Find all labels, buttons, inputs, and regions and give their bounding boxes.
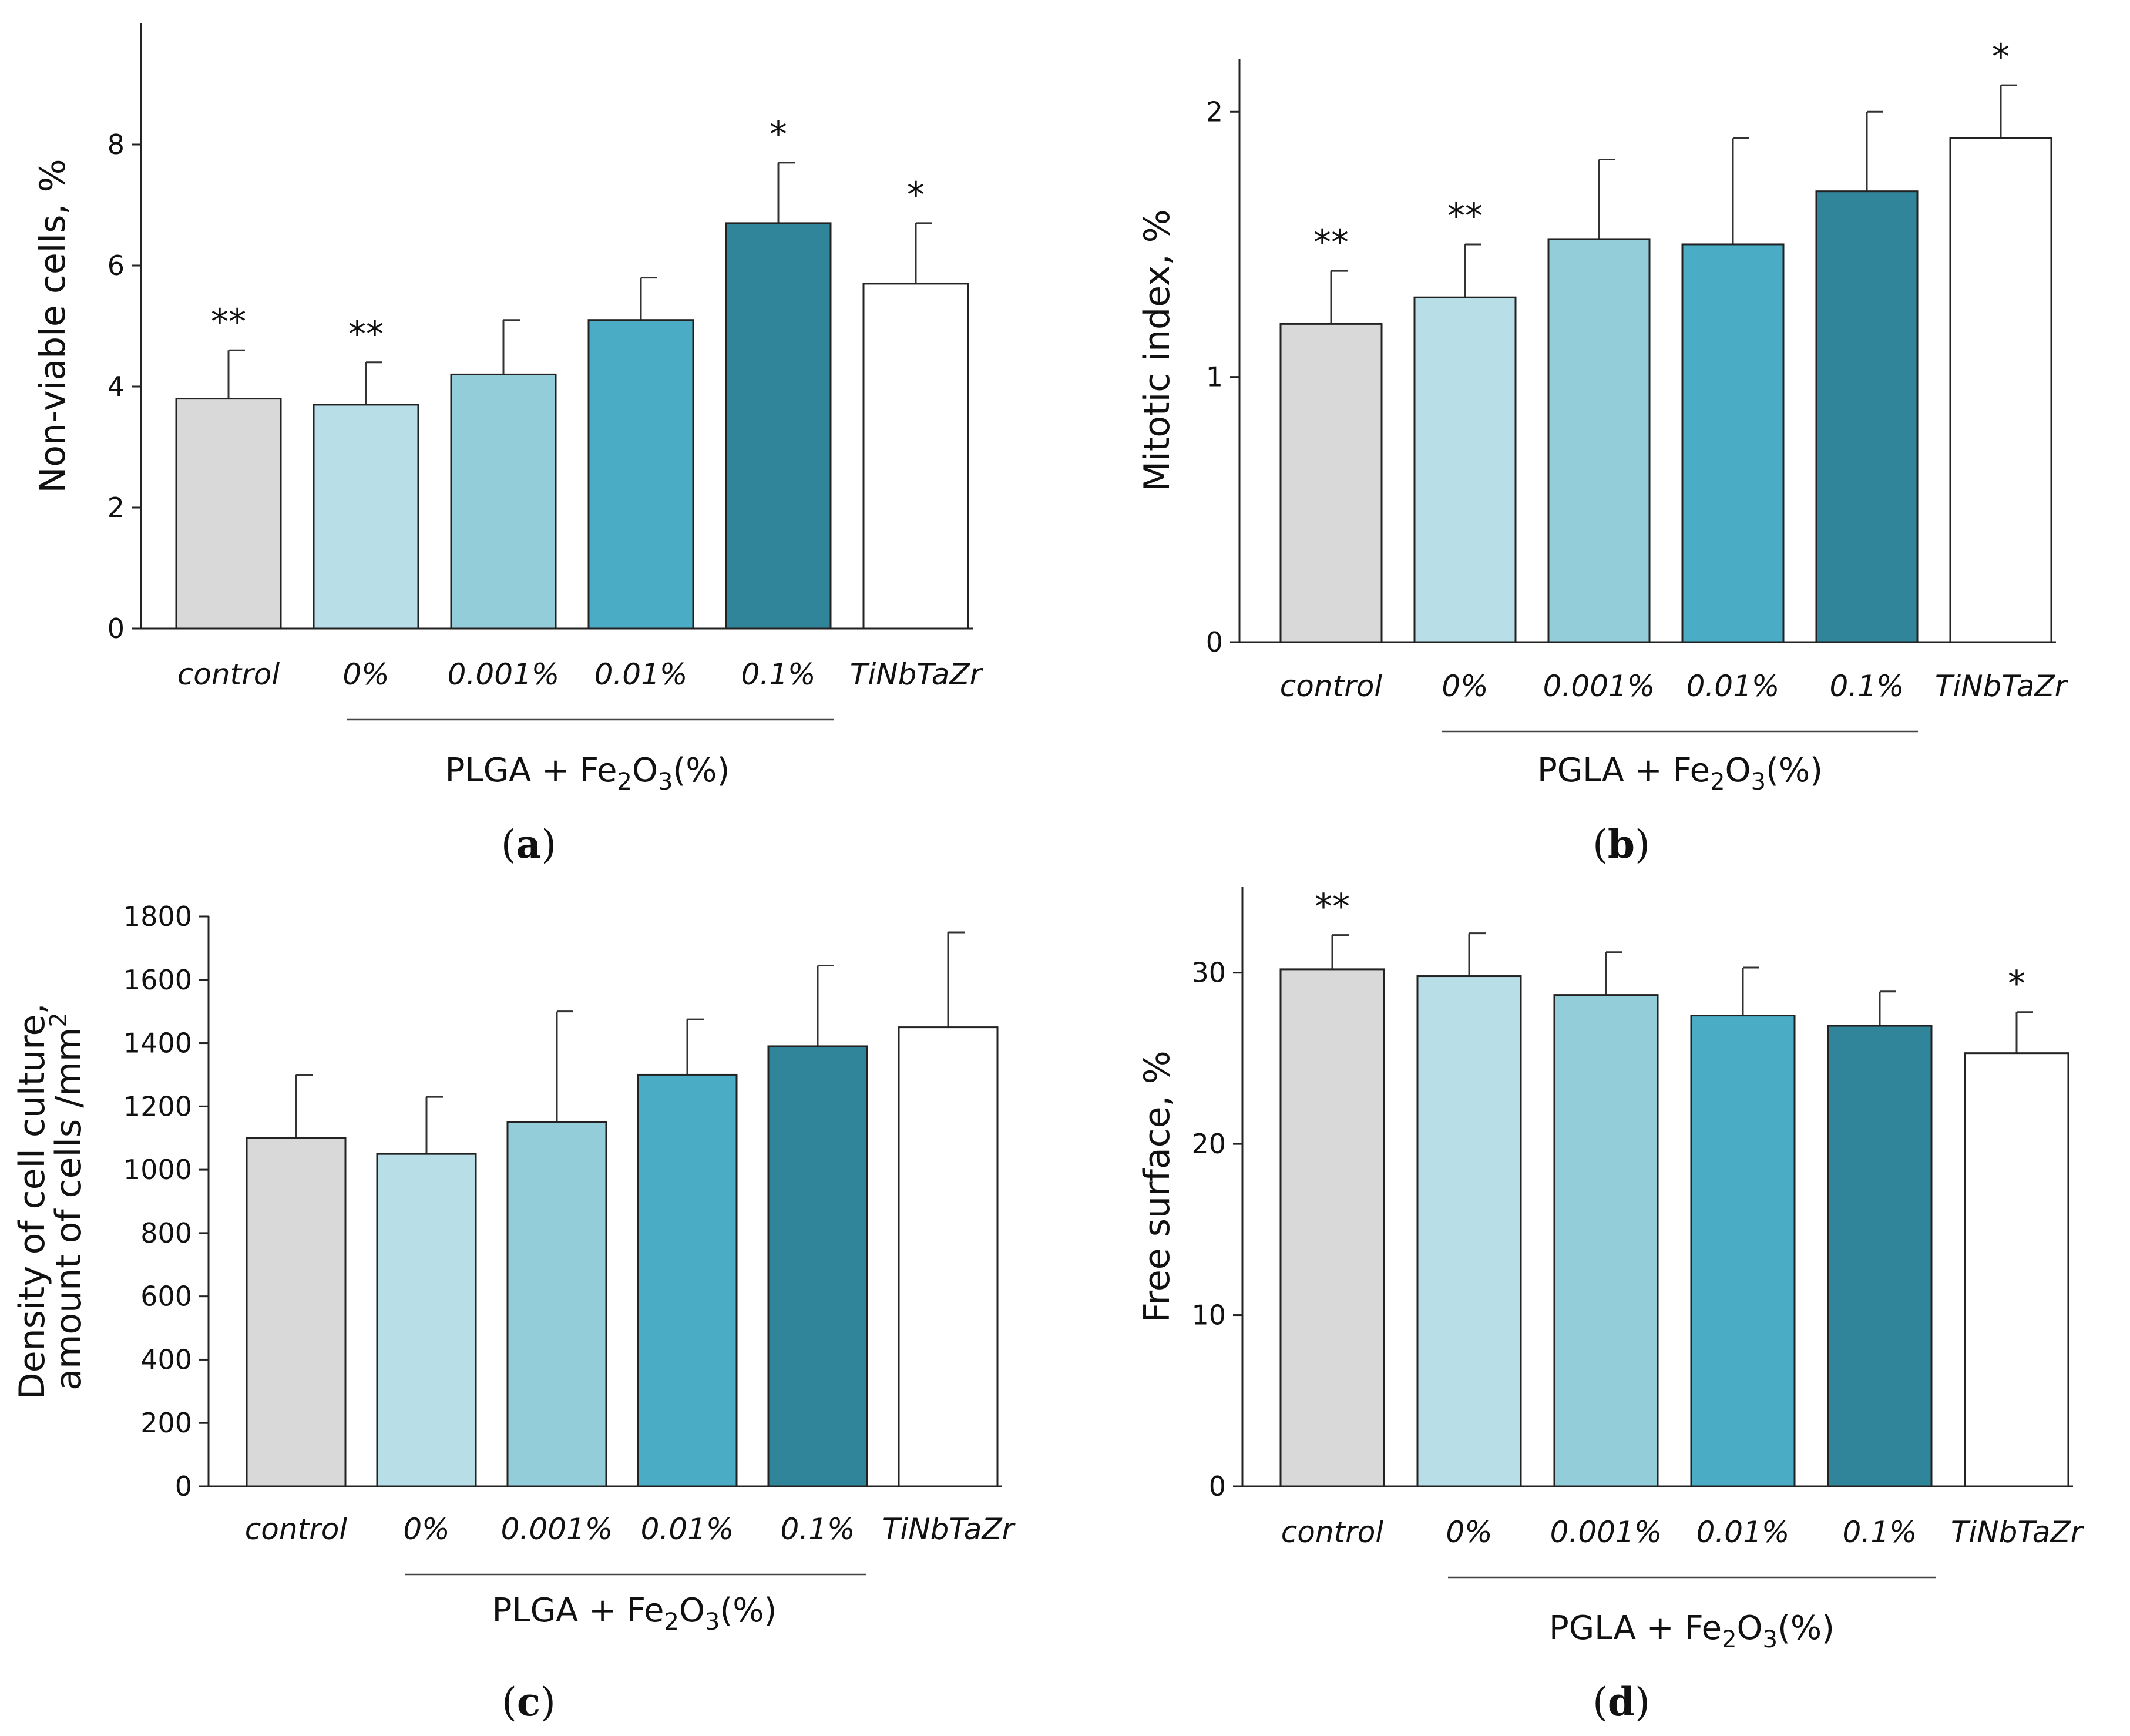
bar: [898, 1026, 999, 1487]
bar: [725, 222, 832, 630]
group-label: PGLA + Fe2O3(%): [1537, 751, 1823, 795]
bar: [1279, 968, 1385, 1487]
y-axis-label: Free surface, %: [1137, 1050, 1178, 1322]
significance-marker: *: [770, 114, 787, 155]
y-tick-label: 1800: [123, 901, 192, 932]
panel-label: (d): [1593, 1679, 1650, 1725]
category-label: control: [1280, 669, 1383, 703]
y-tick-label: 0: [107, 613, 125, 644]
category-label: control: [245, 1512, 348, 1546]
category-label: control: [1281, 1515, 1384, 1549]
y-axis-label: Mitotic index, %: [1137, 209, 1178, 491]
y-tick-label: 10: [1191, 1300, 1226, 1331]
bar: [637, 1073, 738, 1487]
y-tick-label: 400: [140, 1344, 192, 1375]
y-tick-label: 30: [1191, 957, 1226, 989]
panel-a-chart: 0 2 4 6 8 ** control ** 0% 0.001% 0.01% * 0.1% * TiNbT…: [32, 23, 984, 867]
y-tick-label: 1600: [123, 964, 192, 996]
category-label: control: [177, 657, 280, 691]
significance-marker: **: [1447, 196, 1483, 237]
category-label: 0%: [1442, 669, 1488, 703]
significance-marker: **: [1315, 887, 1350, 928]
significance-marker: **: [348, 314, 384, 355]
y-tick-label: 2: [1206, 96, 1223, 127]
group-label: PGLA + Fe2O3(%): [1549, 1609, 1835, 1653]
category-label: 0.001%: [501, 1512, 613, 1546]
bar: [376, 1153, 477, 1487]
category-label: 0.01%: [594, 657, 688, 691]
category-label: 0%: [342, 657, 389, 691]
category-label: 0.001%: [448, 657, 560, 691]
category-label: 0.1%: [741, 657, 815, 691]
y-axis-label: amount of cells /mm2: [45, 1012, 89, 1391]
category-label: 0.001%: [1550, 1515, 1662, 1549]
bar: [1413, 296, 1517, 643]
bar: [1690, 1015, 1796, 1487]
panel-b-chart: 0 1 2 ** control ** 0% 0.001% 0.01% 0.1% * TiNbTaZr…: [1137, 36, 2069, 867]
y-axis-label: Density of cell culture,: [12, 1003, 53, 1400]
category-label: 0.1%: [1829, 669, 1904, 703]
y-tick-label: 0: [1209, 1470, 1226, 1502]
category-label: TiNbTaZr: [1951, 1515, 2085, 1549]
bar: [246, 1137, 347, 1487]
panel-label: (a): [501, 821, 556, 867]
y-tick-label: 6: [107, 250, 125, 281]
group-label: PLGA + Fe2O3(%): [445, 751, 730, 795]
category-label: 0%: [403, 1512, 449, 1546]
significance-marker: *: [1992, 36, 2010, 78]
category-label: TiNbTaZr: [882, 1512, 1016, 1546]
y-tick-label: 8: [107, 129, 125, 160]
y-axis-label: Non-viable cells, %: [32, 159, 73, 493]
y-tick-label: 1000: [123, 1154, 192, 1186]
category-label: 0.001%: [1543, 669, 1655, 703]
bar: [862, 283, 969, 630]
panel-label: (c): [502, 1679, 556, 1725]
y-tick-label: 4: [107, 371, 125, 402]
bar: [1827, 1025, 1933, 1487]
y-tick-label: 1: [1206, 361, 1223, 393]
bar: [1815, 190, 1919, 643]
y-tick-label: 1200: [123, 1090, 192, 1122]
category-label: 0.01%: [1686, 669, 1780, 703]
bar: [1949, 137, 2052, 643]
category-label: 0%: [1446, 1515, 1492, 1549]
y-tick-label: 0: [1206, 626, 1223, 658]
group-label: PLGA + Fe2O3(%): [492, 1591, 777, 1636]
y-tick-label: 200: [140, 1407, 192, 1439]
significance-marker: *: [2008, 963, 2025, 1005]
bar: [506, 1121, 607, 1487]
bar: [1681, 243, 1785, 643]
panel-label: (b): [1593, 821, 1650, 867]
category-label: 0.01%: [641, 1512, 734, 1546]
significance-marker: **: [1313, 222, 1349, 263]
bar: [1547, 238, 1651, 643]
significance-marker: *: [907, 174, 925, 216]
y-tick-label: 0: [175, 1470, 192, 1502]
bar: [175, 398, 282, 630]
bar: [1416, 975, 1522, 1487]
category-label: TiNbTaZr: [850, 657, 984, 691]
category-label: 0.1%: [1842, 1515, 1917, 1549]
bar: [1553, 994, 1659, 1487]
bar: [450, 373, 557, 630]
significance-marker: **: [211, 301, 246, 343]
y-tick-label: 1400: [123, 1028, 192, 1059]
y-tick-label: 800: [140, 1217, 192, 1249]
bar: [587, 319, 694, 630]
y-tick-label: 20: [1191, 1128, 1226, 1160]
bar: [313, 404, 419, 630]
y-tick-label: 600: [140, 1281, 192, 1312]
bar: [767, 1045, 868, 1487]
category-label: TiNbTaZr: [1935, 669, 2069, 703]
y-tick-label: 2: [107, 492, 125, 523]
category-label: 0.01%: [1696, 1515, 1790, 1549]
panel-c-chart: 0 200 400 600 800 1000 1200 1400 1600 1800 control…: [12, 901, 1016, 1725]
panel-d-chart: 0 10 20 30 ** control 0% 0.001% 0.01% 0.1% * TiNbTa…: [1137, 887, 2085, 1725]
bar: [1964, 1052, 2069, 1487]
bar: [1279, 323, 1383, 643]
category-label: 0.1%: [780, 1512, 855, 1546]
